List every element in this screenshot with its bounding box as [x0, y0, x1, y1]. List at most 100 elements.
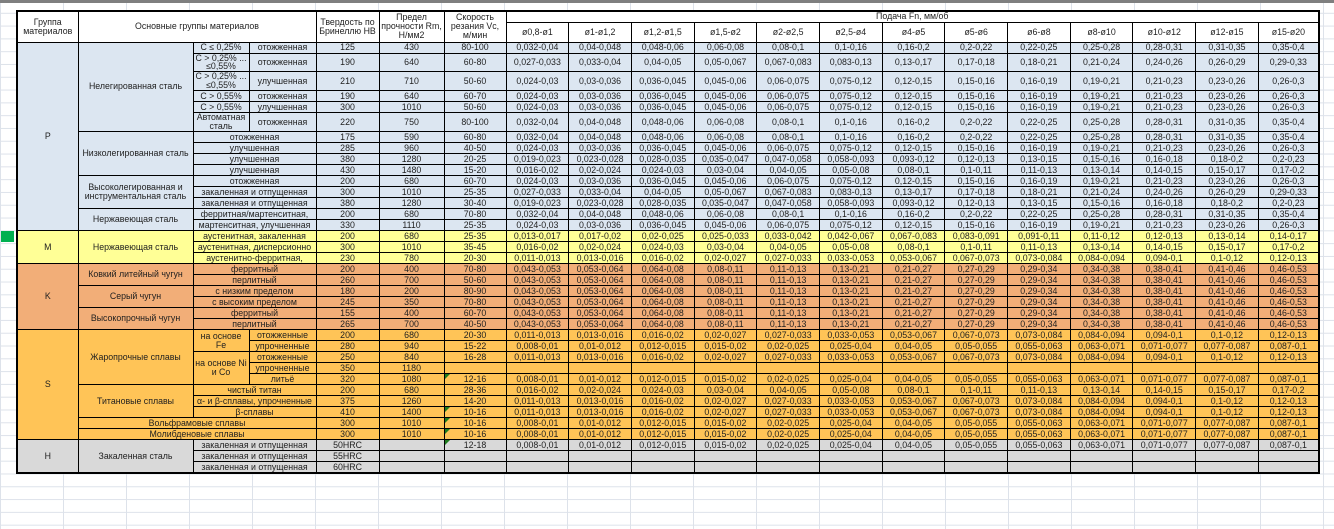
feed-cell[interactable]: 0,08-0,11 — [693, 307, 758, 320]
hardness-cell[interactable]: 250 — [315, 351, 380, 364]
feed-cell[interactable]: 0,08-0,1 — [756, 41, 820, 54]
feed-cell[interactable]: 0,067-0,083 — [881, 230, 946, 243]
feed-cell[interactable]: 0,011-0,013 — [505, 329, 570, 342]
strength-cell[interactable]: 1110 — [378, 219, 445, 232]
feed-cell[interactable]: 0,024-0,03 — [630, 241, 695, 254]
header-feed[interactable]: Подача Fn, мм/об — [505, 10, 1320, 23]
feed-cell[interactable]: 0,075-0,12 — [818, 219, 883, 232]
feed-cell[interactable]: 0,064-0,08 — [630, 274, 695, 287]
speed-cell[interactable]: 10-16 — [443, 406, 507, 419]
feed-cell[interactable]: 0,025-0,04 — [818, 439, 883, 452]
feed-cell[interactable]: 0,071-0,077 — [1132, 417, 1197, 430]
hardness-cell[interactable]: 265 — [315, 318, 380, 331]
strength-cell[interactable]: 590 — [378, 131, 445, 144]
feed-cell[interactable]: 0,06-0,08 — [693, 131, 758, 144]
material-subtype-cell[interactable]: Автоматная сталь — [192, 112, 250, 133]
feed-cell[interactable]: 0,41-0,46 — [1195, 307, 1259, 320]
feed-cell[interactable] — [1007, 461, 1071, 474]
feed-cell[interactable]: 0,008-0,01 — [505, 428, 570, 441]
feed-cell[interactable]: 0,067-0,083 — [756, 186, 820, 199]
feed-cell[interactable]: 0,024-0,03 — [505, 219, 570, 232]
speed-cell[interactable] — [443, 362, 507, 375]
hardness-cell[interactable]: 200 — [315, 263, 380, 276]
feed-cell[interactable]: 0,15-0,16 — [944, 175, 1009, 188]
feed-cell[interactable]: 0,17-0,2 — [1257, 241, 1320, 254]
feed-cell[interactable]: 0,1-0,12 — [1195, 329, 1259, 342]
feed-cell[interactable]: 0,02-0,025 — [630, 230, 695, 243]
feed-cell[interactable]: 0,048-0,06 — [630, 41, 695, 54]
feed-cell[interactable]: 0,053-0,067 — [881, 351, 946, 364]
feed-cell[interactable] — [881, 362, 946, 375]
material-subtype-cell[interactable]: перлитный — [192, 318, 317, 331]
material-group-cell[interactable]: Высоколегированная и инструментальная ст… — [77, 175, 194, 210]
feed-cell[interactable]: 0,13-0,17 — [881, 52, 946, 73]
strength-cell[interactable]: 1010 — [378, 417, 445, 430]
material-subtype-cell[interactable]: улучшенная — [248, 101, 317, 114]
feed-cell[interactable]: 0,063-0,071 — [1069, 340, 1134, 353]
material-subtype-cell[interactable]: отожженные — [248, 329, 317, 342]
feed-cell[interactable]: 0,06-0,075 — [756, 90, 820, 103]
feed-cell[interactable]: 0,02-0,025 — [756, 417, 820, 430]
hardness-cell[interactable]: 175 — [315, 131, 380, 144]
feed-cell[interactable]: 0,21-0,24 — [1069, 52, 1134, 73]
feed-cell[interactable]: 0,071-0,077 — [1132, 428, 1197, 441]
feed-cell[interactable] — [756, 461, 820, 474]
feed-cell[interactable]: 0,073-0,084 — [1007, 329, 1071, 342]
hardness-cell[interactable]: 280 — [315, 340, 380, 353]
hardness-cell[interactable]: 430 — [315, 164, 380, 177]
speed-cell[interactable]: 25-35 — [443, 186, 507, 199]
feed-cell[interactable]: 0,18-0,2 — [1195, 153, 1259, 166]
feed-cell[interactable]: 0,008-0,01 — [505, 417, 570, 430]
hardness-cell[interactable]: 260 — [315, 274, 380, 287]
feed-cell[interactable]: 0,04-0,05 — [630, 52, 695, 73]
feed-cell[interactable]: 0,077-0,087 — [1195, 373, 1259, 386]
feed-cell[interactable] — [505, 450, 570, 463]
feed-cell[interactable]: 0,1-0,12 — [1195, 395, 1259, 408]
feed-cell[interactable]: 0,28-0,31 — [1132, 131, 1197, 144]
feed-cell[interactable]: 0,043-0,053 — [505, 318, 570, 331]
feed-cell[interactable]: 0,06-0,075 — [756, 175, 820, 188]
material-subtype-cell[interactable]: C > 0,55% — [192, 101, 250, 114]
feed-cell[interactable]: 0,46-0,53 — [1257, 263, 1320, 276]
hardness-cell[interactable]: 50HRC — [315, 439, 380, 452]
feed-cell[interactable]: 0,34-0,38 — [1069, 318, 1134, 331]
feed-cell[interactable]: 0,06-0,075 — [756, 101, 820, 114]
feed-cell[interactable]: 0,064-0,08 — [630, 263, 695, 276]
feed-cell[interactable]: 0,053-0,067 — [881, 395, 946, 408]
feed-cell[interactable]: 0,2-0,23 — [1257, 153, 1320, 166]
speed-cell[interactable]: 35-45 — [443, 241, 507, 254]
feed-cell[interactable]: 0,024-0,03 — [505, 71, 570, 92]
hardness-cell[interactable]: 410 — [315, 406, 380, 419]
feed-cell[interactable]: 0,063-0,071 — [1069, 439, 1134, 452]
feed-cell[interactable]: 0,04-0,048 — [568, 41, 632, 54]
feed-cell[interactable]: 0,25-0,28 — [1069, 131, 1134, 144]
feed-cell[interactable]: 0,027-0,033 — [756, 252, 820, 265]
feed-cell[interactable]: 0,19-0,21 — [1069, 142, 1134, 155]
feed-cell[interactable]: 0,02-0,025 — [756, 340, 820, 353]
feed-cell[interactable]: 0,067-0,073 — [944, 406, 1009, 419]
feed-cell[interactable]: 0,033-0,053 — [818, 406, 883, 419]
header-diameter[interactable]: ø5-ø6 — [944, 21, 1009, 43]
feed-cell[interactable]: 0,13-0,14 — [1195, 230, 1259, 243]
hardness-cell[interactable]: 200 — [315, 230, 380, 243]
feed-cell[interactable]: 0,012-0,015 — [630, 340, 695, 353]
feed-cell[interactable]: 0,075-0,12 — [818, 90, 883, 103]
feed-cell[interactable]: 0,087-0,1 — [1257, 439, 1320, 452]
feed-cell[interactable]: 0,043-0,053 — [505, 274, 570, 287]
feed-cell[interactable]: 0,1-0,11 — [944, 384, 1009, 397]
feed-cell[interactable]: 0,033-0,04 — [568, 52, 632, 73]
feed-cell[interactable] — [1069, 450, 1134, 463]
strength-cell[interactable]: 1480 — [378, 164, 445, 177]
feed-cell[interactable]: 0,26-0,3 — [1257, 142, 1320, 155]
feed-cell[interactable]: 0,29-0,34 — [1007, 318, 1071, 331]
speed-cell[interactable]: 80-100 — [443, 112, 507, 133]
feed-cell[interactable]: 0,017-0,02 — [568, 230, 632, 243]
group-letter-cell[interactable]: K — [16, 263, 79, 331]
feed-cell[interactable]: 0,01-0,012 — [568, 373, 632, 386]
feed-cell[interactable] — [505, 362, 570, 375]
feed-cell[interactable]: 0,12-0,15 — [881, 101, 946, 114]
material-subtype-cell[interactable]: Вольфрамовые сплавы — [77, 417, 317, 430]
feed-cell[interactable]: 0,087-0,1 — [1257, 417, 1320, 430]
feed-cell[interactable]: 0,019-0,023 — [505, 153, 570, 166]
strength-cell[interactable]: 400 — [378, 263, 445, 276]
